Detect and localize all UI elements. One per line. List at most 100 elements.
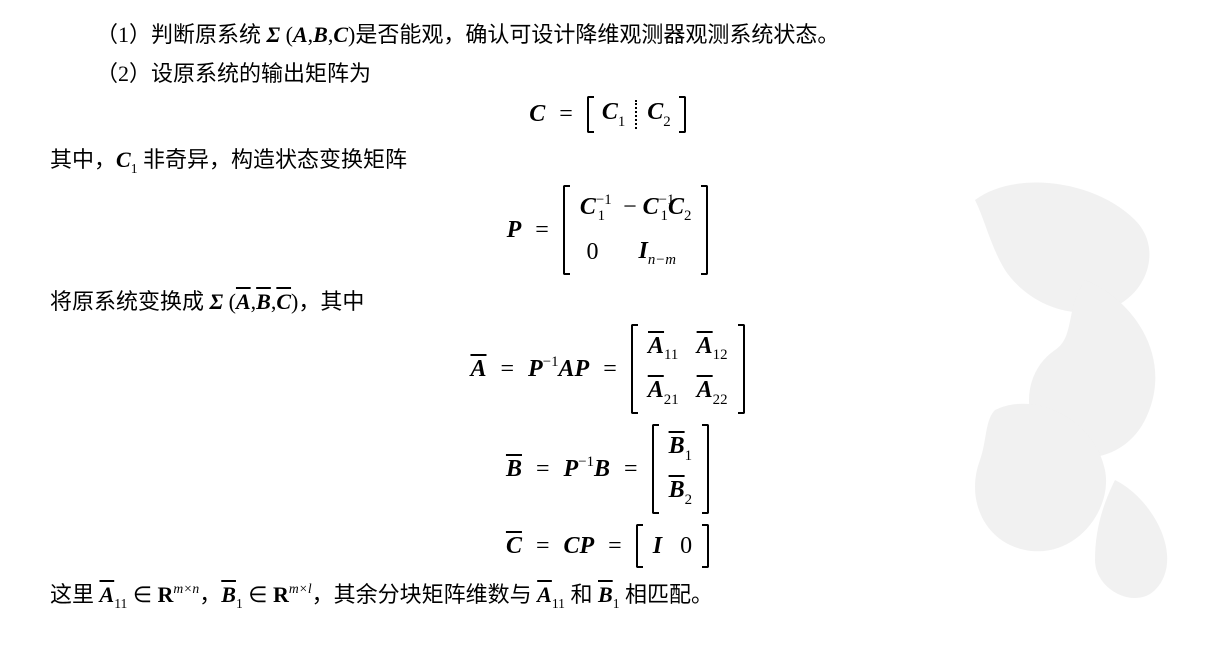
sub: 2 <box>684 208 691 224</box>
sup: m×l <box>289 581 312 596</box>
zero: 0 <box>680 528 692 564</box>
symbol-Cbar: C <box>276 289 291 314</box>
text: ，其余分块矩阵维数与 <box>312 582 538 607</box>
sub: 1 <box>661 208 668 224</box>
symbol-B: B <box>313 22 328 47</box>
sub: 1 <box>131 161 138 176</box>
equation-Bbar: B = P−1B = B1 B2 <box>50 424 1165 514</box>
elem-of: ∈ <box>243 582 273 607</box>
equals: = <box>624 451 638 487</box>
sub: 21 <box>664 392 679 408</box>
cell: A <box>648 377 664 403</box>
symbol-C: C <box>529 96 545 132</box>
symbol-C1: C <box>116 147 131 172</box>
symbol-P: P <box>564 456 579 482</box>
paragraph-line-4: 将原系统变换成 Σ (A,B,C)，其中 <box>50 285 1165 318</box>
symbol-C2: C <box>647 99 663 125</box>
equation-Cbar: C = CP = I 0 <box>50 524 1165 568</box>
symbol-A11: A <box>537 582 552 607</box>
symbol-B: B <box>594 456 610 482</box>
symbol-C1: C <box>602 99 618 125</box>
symbol-I: I <box>638 238 647 264</box>
text: 将原系统变换成 <box>50 289 210 314</box>
cell: B <box>669 477 685 503</box>
symbol-B1: B <box>598 582 613 607</box>
text: （1）判断原系统 <box>96 22 267 47</box>
symbol-Bbar: B <box>256 289 271 314</box>
text: 非奇异，构造状态变换矩阵 <box>138 147 408 172</box>
equals: = <box>536 528 550 564</box>
sup: m×n <box>173 581 199 596</box>
matrix-C1C2: C1 C2 <box>587 96 686 133</box>
matrix-I0: I 0 <box>636 524 709 568</box>
symbol-CP: CP <box>564 528 595 564</box>
matrix-Abar: A11 A12 A21 A22 <box>631 324 745 414</box>
text: （2）设原系统的输出矩阵为 <box>96 61 371 86</box>
symbol-R: R <box>273 582 289 607</box>
equals: = <box>535 212 549 248</box>
matrix-P: C−11 − C−11C2 0 In−m <box>563 185 709 275</box>
paren: ( <box>229 289 236 314</box>
sub: 12 <box>713 347 728 363</box>
sub: 1 <box>618 114 625 130</box>
equals: = <box>603 351 617 387</box>
symbol-Cbar: C <box>506 528 522 564</box>
sup: −1 <box>543 354 559 370</box>
paragraph-line-3: 其中，C1 非奇异，构造状态变换矩阵 <box>50 143 1165 179</box>
text: 相匹配。 <box>620 582 714 607</box>
equals: = <box>500 351 514 387</box>
symbol-R: R <box>158 582 174 607</box>
symbol-Bbar: B <box>506 451 522 487</box>
equals: = <box>536 451 550 487</box>
paragraph-line-1: （1）判断原系统 Σ (A,B,C)是否能观，确认可设计降维观测器观测系统状态。 <box>50 18 1165 51</box>
text: ，其中 <box>298 289 364 314</box>
cell: C <box>580 194 596 220</box>
text: 其中， <box>50 147 116 172</box>
symbol-A11: A <box>100 582 115 607</box>
equation-Abar: A = P−1AP = A11 A12 A21 A22 <box>50 324 1165 414</box>
symbol-sigma: Σ <box>267 22 281 47</box>
cell: A <box>697 333 713 359</box>
cell: C <box>643 194 659 220</box>
cell-zero: 0 <box>586 234 598 270</box>
neg: − <box>623 194 643 220</box>
sub: 11 <box>114 596 127 611</box>
text: 和 <box>565 582 598 607</box>
equals: = <box>608 528 622 564</box>
sub: 2 <box>685 492 692 508</box>
dotted-divider <box>635 100 637 129</box>
cell: B <box>669 433 685 459</box>
symbol-AP: AP <box>559 356 590 382</box>
sub: 2 <box>663 114 670 130</box>
symbol-Abar: A <box>470 351 486 387</box>
elem-of: ∈ <box>127 582 157 607</box>
symbol-sigma: Σ <box>210 289 224 314</box>
sub: 1 <box>685 448 692 464</box>
sub: 1 <box>613 596 620 611</box>
sub: 22 <box>713 392 728 408</box>
symbol-C: C <box>333 22 348 47</box>
sup: −1 <box>596 192 612 208</box>
paren: ( <box>286 22 293 47</box>
symbol-B1: B <box>221 582 236 607</box>
sup: −1 <box>578 454 594 470</box>
sub: 11 <box>664 347 678 363</box>
paragraph-line-2: （2）设原系统的输出矩阵为 <box>50 57 1165 90</box>
symbol-I: I <box>653 528 662 564</box>
comma: ， <box>199 582 221 607</box>
sub: 1 <box>236 596 243 611</box>
equals: = <box>559 96 573 132</box>
symbol-A: A <box>293 22 308 47</box>
cell: A <box>648 333 664 359</box>
matrix-Bbar: B1 B2 <box>652 424 709 514</box>
equation-C-def: C = C1 C2 <box>50 96 1165 133</box>
sub: n−m <box>648 252 676 268</box>
symbol-P: P <box>507 212 522 248</box>
sup: −1 <box>659 192 675 208</box>
equation-P-def: P = C−11 − C−11C2 0 In−m <box>50 185 1165 275</box>
text: 这里 <box>50 582 100 607</box>
symbol-P: P <box>528 356 543 382</box>
sub: 1 <box>598 208 605 224</box>
text: 是否能观，确认可设计降维观测器观测系统状态。 <box>355 22 839 47</box>
cell: A <box>697 377 713 403</box>
